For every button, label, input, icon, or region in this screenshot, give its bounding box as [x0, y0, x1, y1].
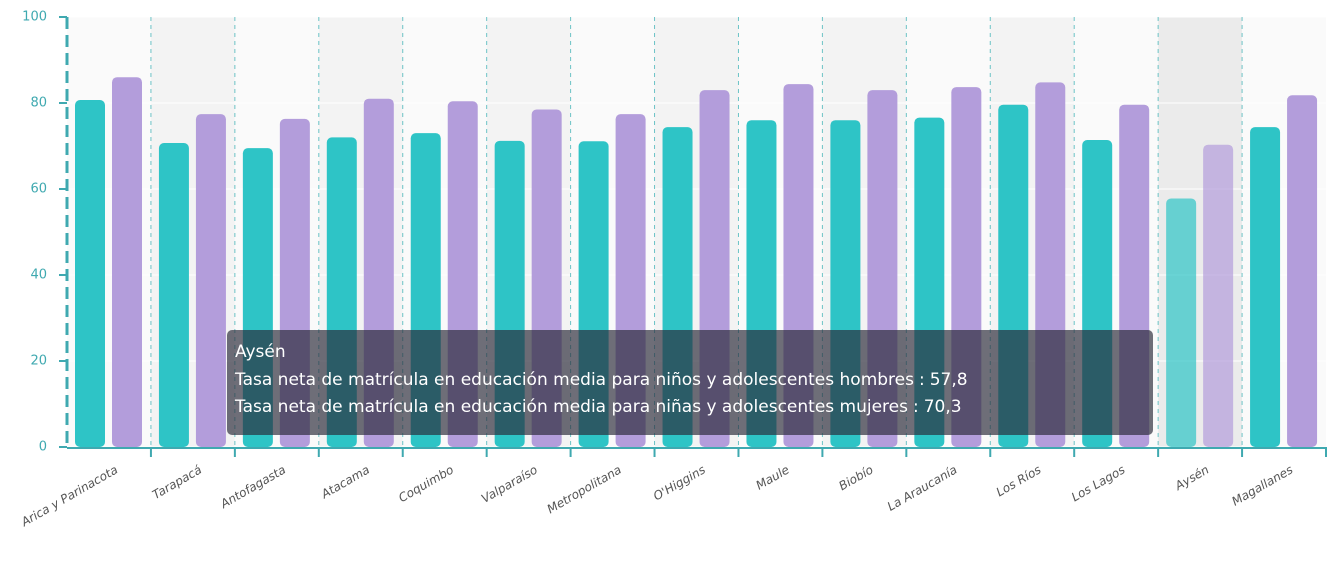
tooltip: Aysén Tasa neta de matrícula en educación… [227, 330, 1153, 435]
x-tick-label: La Araucanía [885, 463, 960, 514]
x-tick-label: Antofagasta [217, 463, 288, 512]
tooltip-value: 70,3 [924, 397, 962, 417]
x-tick-label: Biobío [836, 463, 875, 494]
bar [195, 114, 226, 448]
x-tick-label: O'Higgins [651, 463, 708, 504]
y-tick-label: 60 [30, 182, 47, 197]
y-tick-label: 80 [30, 96, 47, 111]
tooltip-series-name: Tasa neta de matrícula en educación medi… [234, 370, 914, 390]
x-tick-label: Aysén [1172, 463, 1212, 494]
tooltip-separator: : [919, 370, 925, 390]
tooltip-separator: : [913, 397, 919, 417]
tooltip-value: 57,8 [930, 370, 968, 390]
x-tick-label: Los Ríos [994, 463, 1044, 500]
y-tick-label: 0 [39, 440, 47, 455]
x-tick-label: Tarapacá [150, 463, 204, 502]
x-tick-label: Atacama [318, 463, 372, 502]
bar [1166, 198, 1197, 447]
tooltip-line: Tasa neta de matrícula en educación medi… [234, 370, 968, 390]
bar [158, 142, 189, 448]
bar [112, 77, 142, 447]
x-tick-label: Los Lagos [1069, 463, 1127, 505]
y-tick-label: 100 [22, 10, 47, 25]
bar [1203, 144, 1234, 447]
x-tick-label: Maule [753, 463, 791, 493]
tooltip-line: Tasa neta de matrícula en educación medi… [234, 397, 962, 417]
x-tick-label: Valparaíso [479, 463, 540, 506]
y-tick-label: 20 [30, 354, 47, 369]
bar [75, 99, 105, 448]
x-tick-label: Magallanes [1229, 463, 1295, 509]
x-tick-label: Coquimbo [396, 463, 456, 506]
tooltip-series-name: Tasa neta de matrícula en educación medi… [234, 397, 908, 417]
tooltip-title: Aysén [235, 342, 286, 362]
x-tick-label: Metropolitana [545, 463, 624, 517]
x-tick-label: Arica y Parinacota [18, 463, 120, 530]
bar [1250, 127, 1281, 447]
tooltip-box [227, 330, 1153, 435]
bar [1287, 95, 1318, 447]
y-tick-label: 40 [30, 268, 47, 283]
